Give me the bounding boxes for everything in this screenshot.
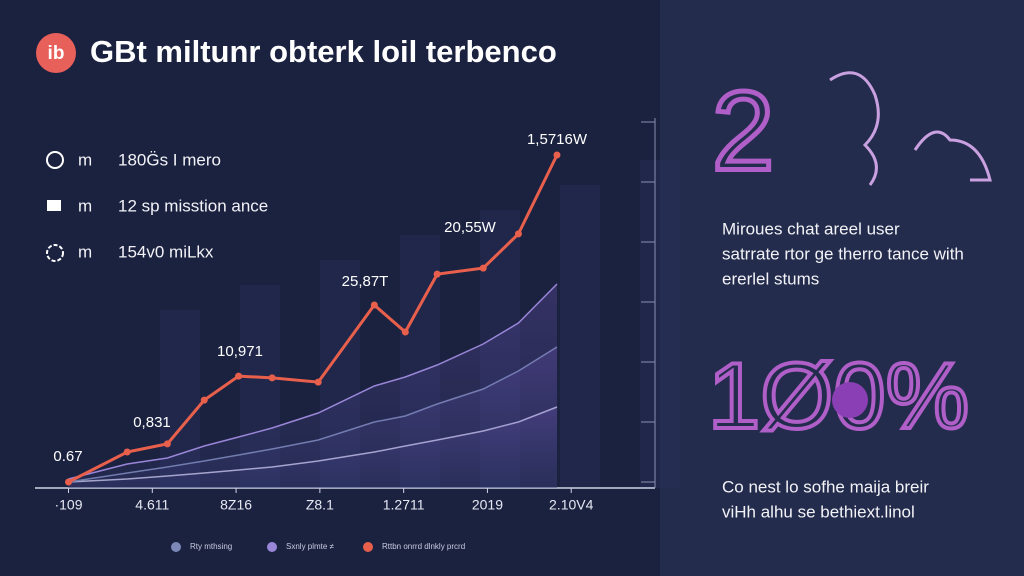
stat-icon bbox=[47, 200, 61, 211]
illustration bbox=[832, 382, 868, 418]
panel-text: satrrate rtor ge therro tance with bbox=[722, 244, 964, 263]
point bbox=[123, 448, 131, 456]
point bbox=[65, 478, 73, 486]
stat-icon bbox=[46, 151, 64, 169]
legend-label: Rty mthsing bbox=[190, 542, 232, 551]
title: GBt miltunr obterk loil terbenco bbox=[90, 34, 557, 69]
x-tick-label: 2019 bbox=[472, 497, 503, 513]
big-number: 2 bbox=[712, 69, 774, 194]
panel: 2 Miroues chat areel user satrrate rtor … bbox=[706, 66, 992, 521]
stat-text: 154v0 miLkx bbox=[118, 242, 214, 261]
stat-text: 180G̈s I mero bbox=[118, 150, 221, 169]
side-panel bbox=[660, 0, 1024, 576]
stats: m 180G̈s I mero m 12 sp misstion ance m … bbox=[46, 150, 268, 262]
stat-unit: m bbox=[78, 150, 92, 169]
point bbox=[553, 151, 561, 159]
panel-text: viHh alhu se bethiext.linol bbox=[722, 502, 915, 521]
point bbox=[479, 264, 487, 272]
legend-swatch bbox=[171, 542, 181, 552]
area bbox=[68, 284, 557, 488]
stat-icon bbox=[46, 244, 64, 262]
point bbox=[235, 372, 243, 380]
x-tick-label: ·109 bbox=[54, 497, 82, 513]
point bbox=[314, 378, 322, 386]
stat-unit: m bbox=[78, 196, 92, 215]
point bbox=[163, 440, 171, 448]
annotation: 1,5716W bbox=[527, 131, 588, 148]
x-tick-label: 1.2711 bbox=[383, 497, 425, 513]
annotations: 0.67 0,831 10,971 25,87T 20,55W 1,5716W bbox=[53, 131, 587, 465]
stat-unit: m bbox=[78, 242, 92, 261]
point bbox=[401, 328, 409, 336]
logo-text: ib bbox=[48, 43, 65, 64]
point bbox=[268, 374, 276, 382]
chart: ·109 4.611 8Z16 Z8.1 1.2711 2019 2.10V4 Rty mth… bbox=[35, 118, 680, 552]
x-tick-label: 8Z16 bbox=[220, 497, 252, 513]
annotation: 0.67 bbox=[53, 448, 82, 465]
series-line bbox=[68, 283, 558, 480]
annotation: 0,831 bbox=[133, 414, 171, 431]
column-shade bbox=[640, 160, 680, 488]
panel-text: ererlel stums bbox=[722, 269, 819, 288]
logo bbox=[36, 33, 76, 73]
x-tick-label: 4.611 bbox=[135, 497, 169, 513]
legend-swatch bbox=[267, 542, 277, 552]
stat-text: 12 sp misstion ance bbox=[118, 196, 268, 215]
annotation: 25,87T bbox=[342, 273, 389, 290]
annotation: 10,971 bbox=[217, 343, 263, 360]
point bbox=[514, 230, 522, 238]
legend-label: Rttbn onrrd dlnkly prcrd bbox=[382, 542, 465, 551]
column-shade bbox=[560, 185, 600, 488]
point bbox=[200, 396, 208, 404]
point bbox=[433, 270, 441, 278]
legend-swatch bbox=[363, 542, 373, 552]
panel-text: Miroues chat areel user bbox=[722, 219, 900, 238]
legend-label: Sxnly plmte ≠ bbox=[286, 542, 335, 551]
x-tick-label: 2.10V4 bbox=[549, 497, 594, 513]
annotation: 20,55W bbox=[444, 219, 497, 236]
panel-text: Co nest lo sofhe maija breir bbox=[722, 477, 929, 496]
x-tick-label: Z8.1 bbox=[306, 497, 334, 513]
point bbox=[370, 301, 378, 309]
illustration bbox=[829, 71, 992, 186]
